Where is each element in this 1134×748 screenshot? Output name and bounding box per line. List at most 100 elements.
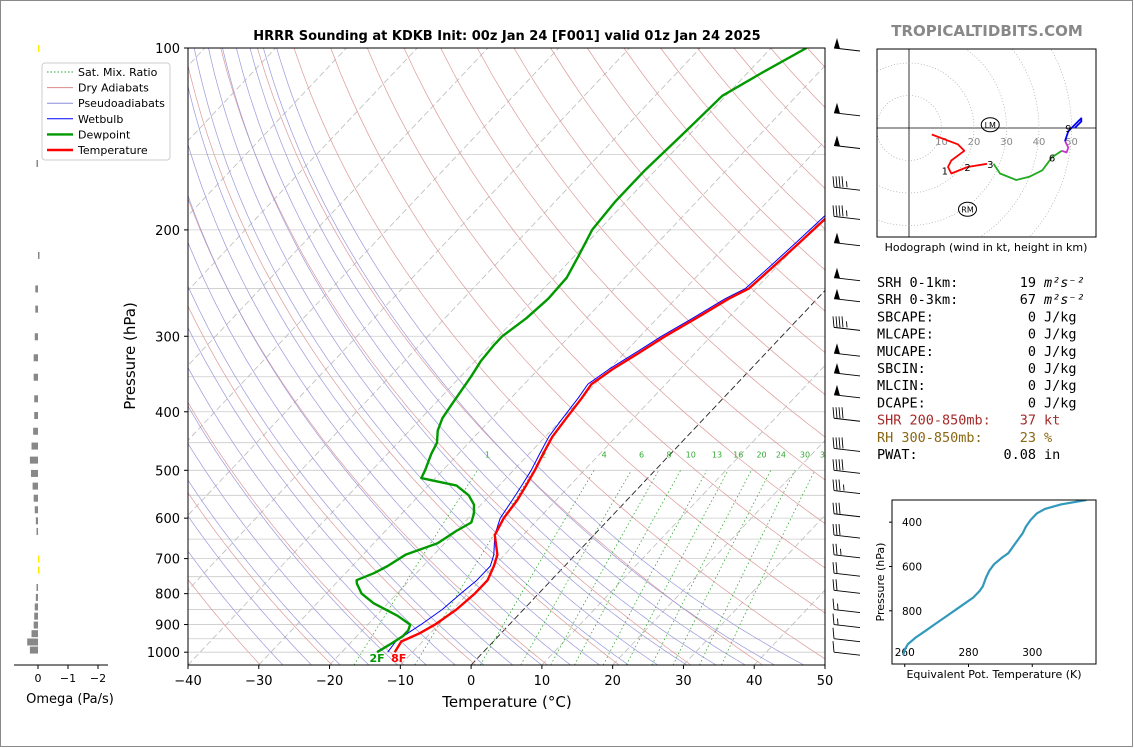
index-unit: J/kg [1044, 361, 1077, 377]
hodograph-caption: Hodograph (wind in kt, height in km) [885, 241, 1088, 254]
barb-staff [833, 572, 861, 577]
mixing-ratio-line [672, 470, 772, 665]
barb-half-flag [837, 618, 839, 625]
legend-label: Sat. Mix. Ratio [78, 66, 158, 79]
omega-bar [35, 593, 38, 601]
legend-label: Dry Adiabats [78, 82, 149, 95]
index-value: 19 [1020, 275, 1036, 291]
barb-flag [841, 176, 844, 188]
wind-barb [833, 232, 861, 247]
hodograph-ring-label: 20 [968, 137, 981, 148]
moist-adiabat [188, 405, 398, 665]
hodograph-height-label: 2 [964, 163, 970, 174]
wind-barb [832, 598, 861, 613]
mixing-ratio-line [699, 470, 796, 665]
index-unit: m²s⁻² [1043, 292, 1085, 308]
sounding-indices: SRH 0-1km: 19 m²s⁻² SRH 0-3km: 67 m²s⁻² SBCAPE… [877, 275, 1085, 463]
index-unit: m²s⁻² [1043, 275, 1085, 291]
barb-half-flag [846, 210, 848, 217]
x-tick-label: −30 [245, 674, 272, 689]
y-tick-label: 900 [155, 619, 180, 634]
watermark: TROPICALTIDBITS.COM [891, 22, 1083, 40]
isotherm-line [329, 140, 825, 665]
barb-flag [835, 524, 838, 536]
barb-pennant [834, 102, 840, 114]
omega-bar [34, 333, 38, 341]
legend: Sat. Mix. Ratio Dry Adiabats Pseudoadiabat… [41, 62, 171, 161]
barb-flag [835, 502, 838, 514]
moist-adiabat [188, 241, 513, 665]
zero-isotherm [470, 289, 825, 665]
moist-adiabat [193, 48, 629, 665]
barb-flag [841, 316, 844, 328]
barb-flag [832, 407, 835, 419]
barb-flag [832, 176, 835, 188]
dry-adiabat [403, 48, 825, 525]
wind-barb [833, 267, 861, 282]
barb-pennant [834, 232, 840, 244]
hodograph-plot: 10 20 30 40 50 1 2 3 6 9 LM RM [877, 49, 1096, 237]
barb-flag [841, 407, 844, 419]
hodograph-trace [1064, 117, 1083, 142]
index-name: SRH 0-1km: [877, 275, 958, 291]
legend-label: Temperature [77, 144, 148, 157]
wind-barb [833, 288, 861, 303]
isotherm-line [258, 65, 825, 665]
omega-bar [31, 442, 38, 450]
omega-bar [29, 646, 38, 654]
index-unit: J/kg [1044, 309, 1077, 325]
dry-adiabat [440, 48, 825, 481]
moist-adiabat [276, 48, 804, 665]
wind-barb [832, 459, 861, 474]
index-unit: % [1044, 430, 1052, 446]
omega-bar [35, 517, 38, 525]
omega-bar [36, 527, 38, 535]
wind-barb [832, 641, 861, 656]
storm-motion-label: RM [961, 205, 974, 214]
barb-flag [832, 502, 835, 514]
barb-flag [835, 459, 838, 471]
wind-barb [832, 437, 861, 452]
index-unit: J/kg [1044, 327, 1077, 343]
hodograph-ring-label: 10 [935, 137, 948, 148]
barb-half-flag [840, 548, 842, 555]
isotherm-line [188, 48, 489, 366]
mixing-ratio-line [651, 470, 752, 665]
hodograph-ring-label: 50 [1065, 137, 1078, 148]
index-value: 0 [1028, 378, 1036, 394]
skewt-plot-area [187, 47, 826, 666]
mixing-ratio-line [626, 470, 729, 665]
mixing-ratio-label: 24 [776, 451, 786, 460]
barb-flag [835, 176, 838, 188]
omega-bar [38, 566, 40, 574]
wind-barb [832, 316, 861, 331]
omega-bar [34, 395, 38, 403]
dry-adiabat [188, 305, 476, 665]
omega-bar [38, 45, 40, 52]
index-value: 0 [1028, 309, 1036, 325]
index-value: 0 [1028, 361, 1036, 377]
index-value: 67 [1020, 292, 1036, 308]
omega-bar [38, 555, 40, 563]
barb-pennant [834, 288, 840, 300]
wind-barb [832, 543, 861, 559]
barb-flag [838, 437, 841, 449]
index-name: MUCAPE: [877, 344, 934, 360]
barb-staff [833, 490, 861, 494]
mixing-ratio-label: 16 [733, 451, 743, 460]
mixing-ratio-label: 6 [639, 451, 644, 460]
wind-barb [832, 524, 861, 539]
theta-e-y-tick-label: 800 [902, 606, 922, 618]
index-name: PWAT: [877, 447, 918, 463]
barb-flag [841, 459, 844, 471]
barb-flag [835, 479, 838, 491]
omega-bar [34, 506, 38, 514]
isotherm-line [188, 48, 347, 217]
wind-barb [833, 384, 861, 399]
wind-barb [832, 613, 861, 628]
barb-flag [838, 502, 841, 514]
wetbulb-line [387, 214, 825, 653]
mixing-ratio-line [602, 470, 708, 665]
barb-staff [833, 186, 861, 191]
